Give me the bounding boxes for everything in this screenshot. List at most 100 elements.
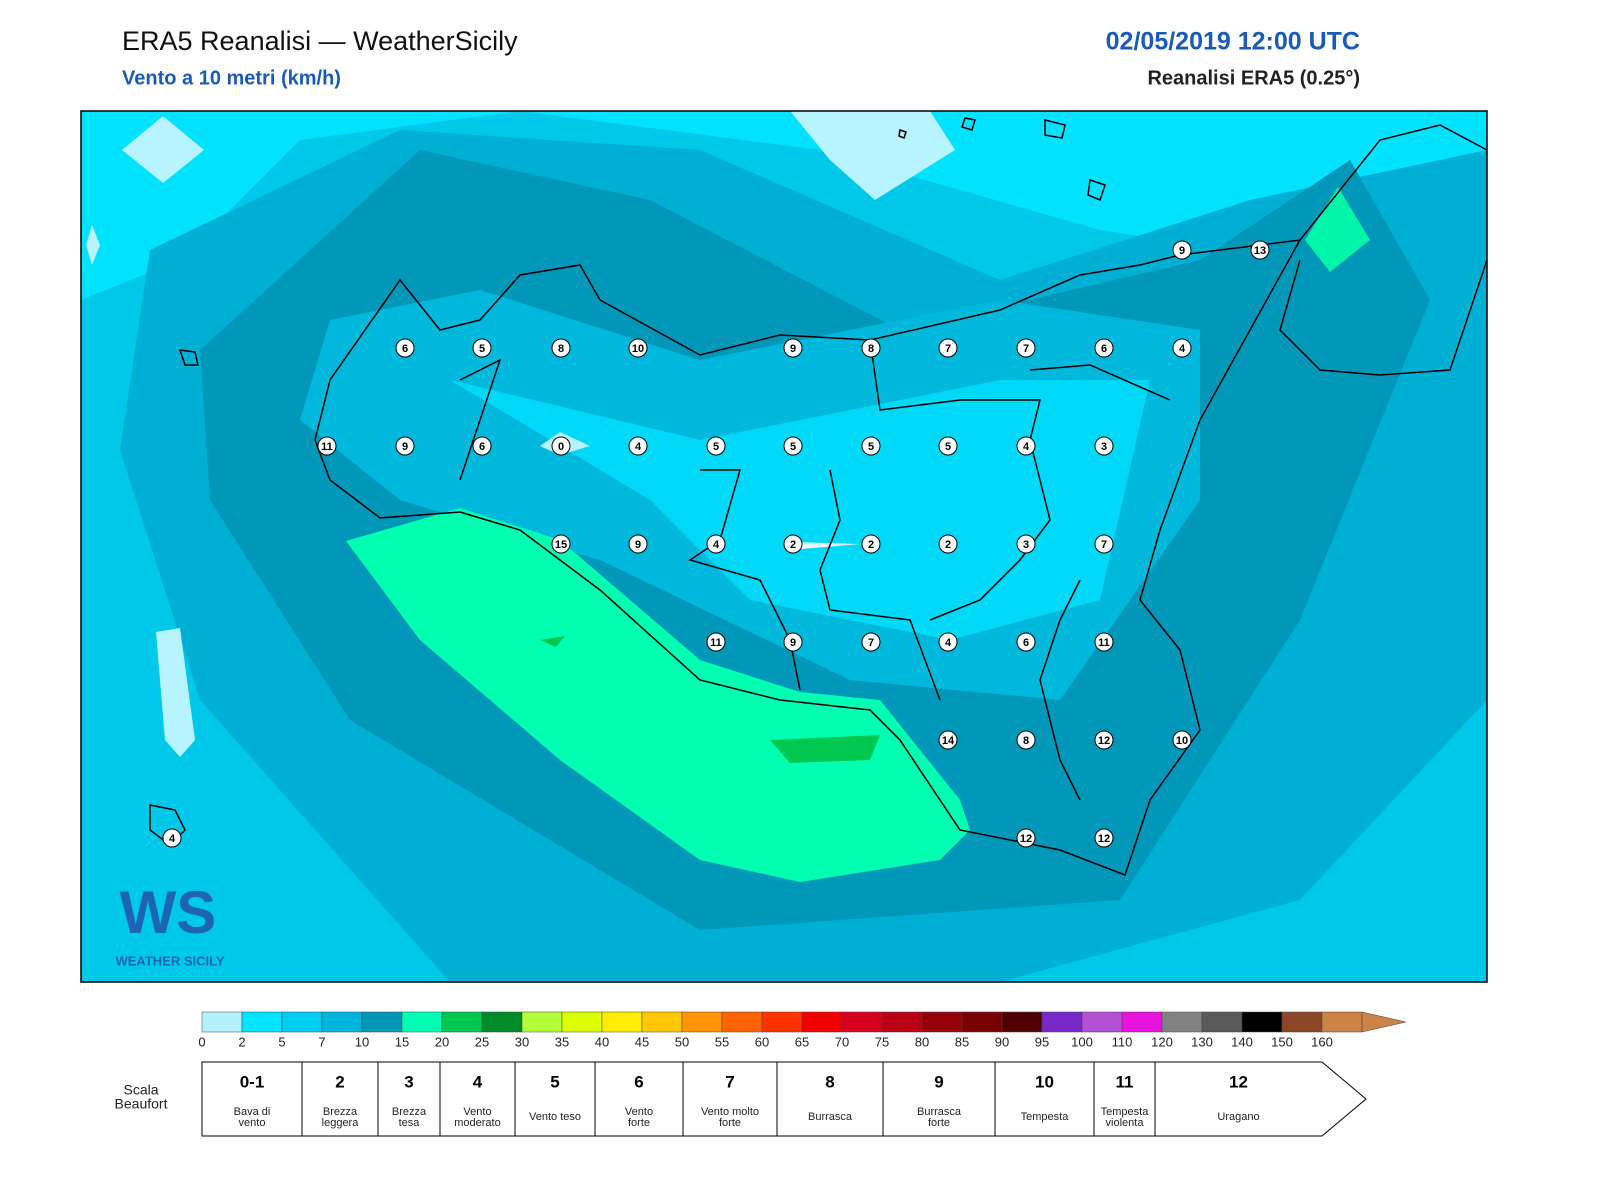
station-marker <box>1016 534 1036 554</box>
beaufort-box <box>682 1061 778 1137</box>
beaufort-description: Vento teso <box>529 1111 581 1123</box>
colorbar-tick-label: 90 <box>995 1034 1009 1049</box>
station-marker <box>1250 240 1270 260</box>
station-value: 9 <box>790 343 796 355</box>
colorbar: 0 2 5 7 10 15 20 25 30 35 40 45 50 55 60 65 70 75 80 85 90 95… <box>198 1011 1407 1049</box>
station-value: 15 <box>555 539 567 551</box>
station-marker <box>706 436 726 456</box>
station-value: 7 <box>868 637 874 649</box>
station-marker <box>938 338 958 358</box>
beaufort-box <box>301 1061 379 1137</box>
station-marker <box>783 436 803 456</box>
station-value: 5 <box>479 343 485 355</box>
station-marker <box>861 632 881 652</box>
station-value: 6 <box>1023 637 1029 649</box>
beaufort-force: 6 <box>634 1072 643 1091</box>
station-marker <box>938 436 958 456</box>
colorbar-segment <box>241 1011 283 1033</box>
station-value: 12 <box>1098 833 1110 845</box>
colorbar-segment <box>1121 1011 1163 1033</box>
colorbar-tick-label: 130 <box>1191 1034 1213 1049</box>
colorbar-tick-label: 80 <box>915 1034 929 1049</box>
station-value: 3 <box>1101 441 1107 453</box>
colorbar-tick-label: 140 <box>1231 1034 1253 1049</box>
beaufort-description: Burrasca <box>917 1106 962 1118</box>
station-marker <box>938 632 958 652</box>
logo-name: WEATHER SICILY <box>115 953 224 968</box>
station-marker <box>1172 730 1192 750</box>
station-marker <box>861 436 881 456</box>
map-frame <box>80 110 1488 983</box>
station-marker <box>938 730 958 750</box>
colorbar-tick-label: 150 <box>1271 1034 1293 1049</box>
colorbar-segment <box>761 1011 803 1033</box>
colorbar-tick-label: 5 <box>278 1034 285 1049</box>
station-marker <box>395 436 415 456</box>
beaufort-force: 8 <box>825 1072 834 1091</box>
map: WS WEATHER SICILY <box>80 110 1488 983</box>
station-marker <box>1016 436 1036 456</box>
station-value: 8 <box>868 343 874 355</box>
colorbar-segment <box>681 1011 723 1033</box>
colorbar-segment <box>601 1011 643 1033</box>
station-value: 0 <box>558 441 564 453</box>
colorbar-tick-label: 40 <box>595 1034 609 1049</box>
station-value: 12 <box>1098 735 1110 747</box>
beaufort-label: Beaufort <box>115 1096 168 1112</box>
station-value: 2 <box>790 539 796 551</box>
station-value: 5 <box>868 441 874 453</box>
station-marker <box>1016 828 1036 848</box>
station-marker <box>1094 828 1114 848</box>
station-value: 4 <box>1179 343 1186 355</box>
colorbar-tick-label: 70 <box>835 1034 849 1049</box>
station-value: 5 <box>945 441 951 453</box>
station-value: 4 <box>1023 441 1030 453</box>
station-value: 6 <box>479 441 485 453</box>
station-marker <box>706 534 726 554</box>
colorbar-tick-label: 60 <box>755 1034 769 1049</box>
station-marker <box>395 338 415 358</box>
station-value: 4 <box>945 637 952 649</box>
beaufort-force: 12 <box>1229 1072 1248 1091</box>
beaufort-box <box>201 1061 303 1137</box>
beaufort-force: 7 <box>725 1072 734 1091</box>
colorbar-tick-label: 30 <box>515 1034 529 1049</box>
station-marker <box>628 338 648 358</box>
colorbar-segment <box>1001 1011 1043 1033</box>
colorbar-tick-label: 75 <box>875 1034 889 1049</box>
beaufort-description: Vento <box>463 1106 491 1118</box>
station-marker <box>472 436 492 456</box>
colorbar-segment <box>521 1011 563 1033</box>
station-marker <box>938 534 958 554</box>
colorbar-segment <box>201 1011 243 1033</box>
colorbar-segment <box>561 1011 603 1033</box>
beaufort-description: forte <box>719 1117 741 1129</box>
colorbar-tick-label: 15 <box>395 1034 409 1049</box>
beaufort-box <box>514 1061 596 1137</box>
colorbar-tick-label: 35 <box>555 1034 569 1049</box>
beaufort-force: 4 <box>473 1072 483 1091</box>
station-marker <box>162 828 182 848</box>
colorbar-segment <box>441 1011 483 1033</box>
station-marker <box>551 436 571 456</box>
colorbar-segment <box>1041 1011 1083 1033</box>
stations: 6 5 8 10 9 8 7 7 6 4 9 13 11 9 6 0 4 5 5 5 5 4 3 15 9 4 2 2 2 3 7 11 9 7 4… <box>162 240 1270 848</box>
station-marker <box>783 632 803 652</box>
beaufort-force: 9 <box>934 1072 943 1091</box>
beaufort-description: Burrasca <box>808 1111 853 1123</box>
beaufort-label: Scala <box>123 1082 158 1098</box>
beaufort-description: Vento molto <box>701 1106 759 1118</box>
station-marker <box>551 338 571 358</box>
station-marker <box>1094 730 1114 750</box>
colorbar-tick-label: 95 <box>1035 1034 1049 1049</box>
colorbar-segment <box>881 1011 923 1033</box>
station-marker <box>628 534 648 554</box>
station-marker <box>551 534 571 554</box>
beaufort-description: leggera <box>322 1117 360 1129</box>
station-value: 7 <box>1101 539 1107 551</box>
station-value: 7 <box>1023 343 1029 355</box>
colorbar-segment <box>1281 1011 1323 1033</box>
beaufort-force: 11 <box>1116 1072 1134 1091</box>
